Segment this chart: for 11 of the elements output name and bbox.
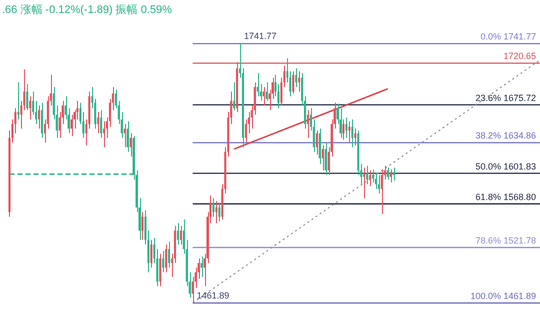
ref-line-label: 61.8% 1568.80 bbox=[475, 192, 536, 202]
ref-line-label: 38.2% 1634.86 bbox=[475, 130, 536, 141]
text: .66 涨幅 -0.12%(-1.89) 振幅 0.59% bbox=[2, 4, 172, 16]
ref-line-label: 78.6% 1521.78 bbox=[475, 235, 536, 246]
annotation: 1461.89 bbox=[196, 290, 230, 300]
ref-line-label: 50.0% 1601.83 bbox=[475, 161, 536, 172]
ref-line-label: 0.0% 1741.77 bbox=[480, 32, 536, 42]
ref-line-label: 100.0% 1461.89 bbox=[470, 290, 536, 301]
annotation: 1741.77 bbox=[244, 31, 277, 42]
ref-line-label: 23.6% 1675.72 bbox=[475, 92, 536, 103]
ref-line-label: 1720.65 bbox=[503, 51, 536, 62]
